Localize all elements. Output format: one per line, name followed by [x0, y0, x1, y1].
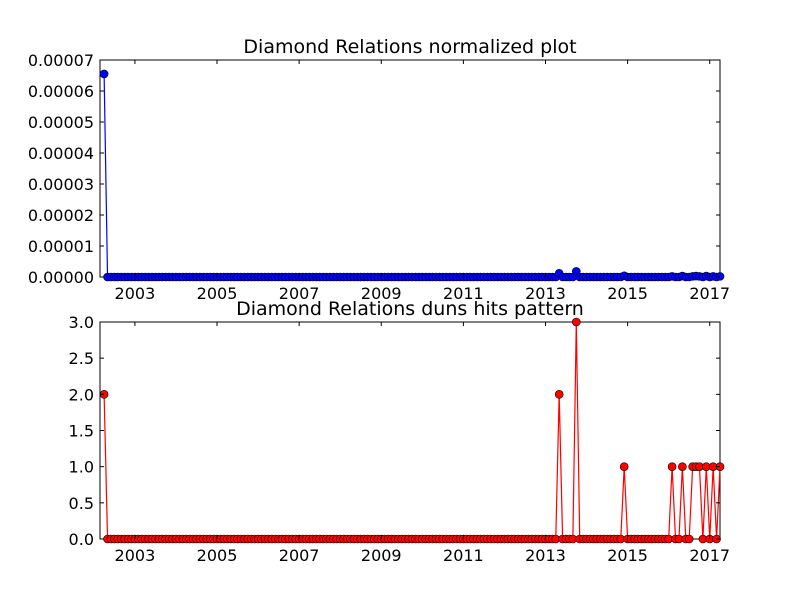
- data-point: [571, 317, 581, 327]
- x-tick-label: 2003: [115, 546, 156, 565]
- x-tick-label: 2011: [443, 284, 484, 303]
- x-tick-label: 2009: [361, 546, 402, 565]
- data-point: [619, 462, 629, 471]
- x-tick-label: 2011: [443, 546, 484, 565]
- data-point: [678, 462, 687, 471]
- y-tick-label: 1.0: [69, 458, 94, 477]
- x-tick-label: 2007: [279, 284, 320, 303]
- y-tick-label: 1.5: [69, 422, 94, 441]
- x-tick-label: 2003: [115, 284, 156, 303]
- y-tick-label: 0.00000: [28, 268, 94, 287]
- chart-title: Diamond Relations normalized plot: [243, 36, 576, 58]
- data-point: [554, 390, 564, 399]
- y-tick-label: 0.00001: [28, 237, 94, 256]
- y-tick-label: 0.00006: [28, 82, 94, 101]
- y-tick-label: 3.0: [69, 313, 94, 332]
- y-tick-label: 0.00002: [28, 206, 94, 225]
- x-tick-label: 2013: [525, 284, 566, 303]
- data-point: [684, 534, 694, 544]
- y-tick-label: 0.5: [69, 494, 94, 513]
- x-tick-label: 2013: [525, 546, 566, 565]
- data-point: [715, 272, 725, 281]
- y-tick-label: 0.00003: [28, 175, 94, 194]
- chart-title: Diamond Relations duns hits pattern: [236, 298, 584, 320]
- data-point: [667, 462, 677, 471]
- x-tick-label: 2009: [361, 284, 402, 303]
- data-point: [99, 69, 109, 79]
- x-tick-label: 2007: [279, 546, 320, 565]
- y-tick-label: 2.5: [69, 349, 94, 368]
- y-tick-label: 0.00007: [28, 51, 94, 70]
- y-tick-label: 0.00004: [28, 144, 94, 163]
- x-tick-label: 2017: [689, 546, 730, 565]
- x-tick-label: 2015: [607, 284, 648, 303]
- y-tick-label: 0.00005: [28, 113, 94, 132]
- x-tick-label: 2005: [197, 284, 238, 303]
- y-tick-label: 0.0: [69, 530, 94, 549]
- y-tick-label: 2.0: [69, 385, 94, 404]
- series-markers: [99, 69, 725, 282]
- duns-hits-plot: Diamond Relations duns hits pattern 2003…: [69, 298, 731, 565]
- normalized-plot: Diamond Relations normalized plot 2003 20…: [28, 36, 730, 303]
- x-tick-label: 2017: [689, 284, 730, 303]
- x-tick-label: 2015: [607, 546, 648, 565]
- x-tick-label: 2005: [197, 546, 238, 565]
